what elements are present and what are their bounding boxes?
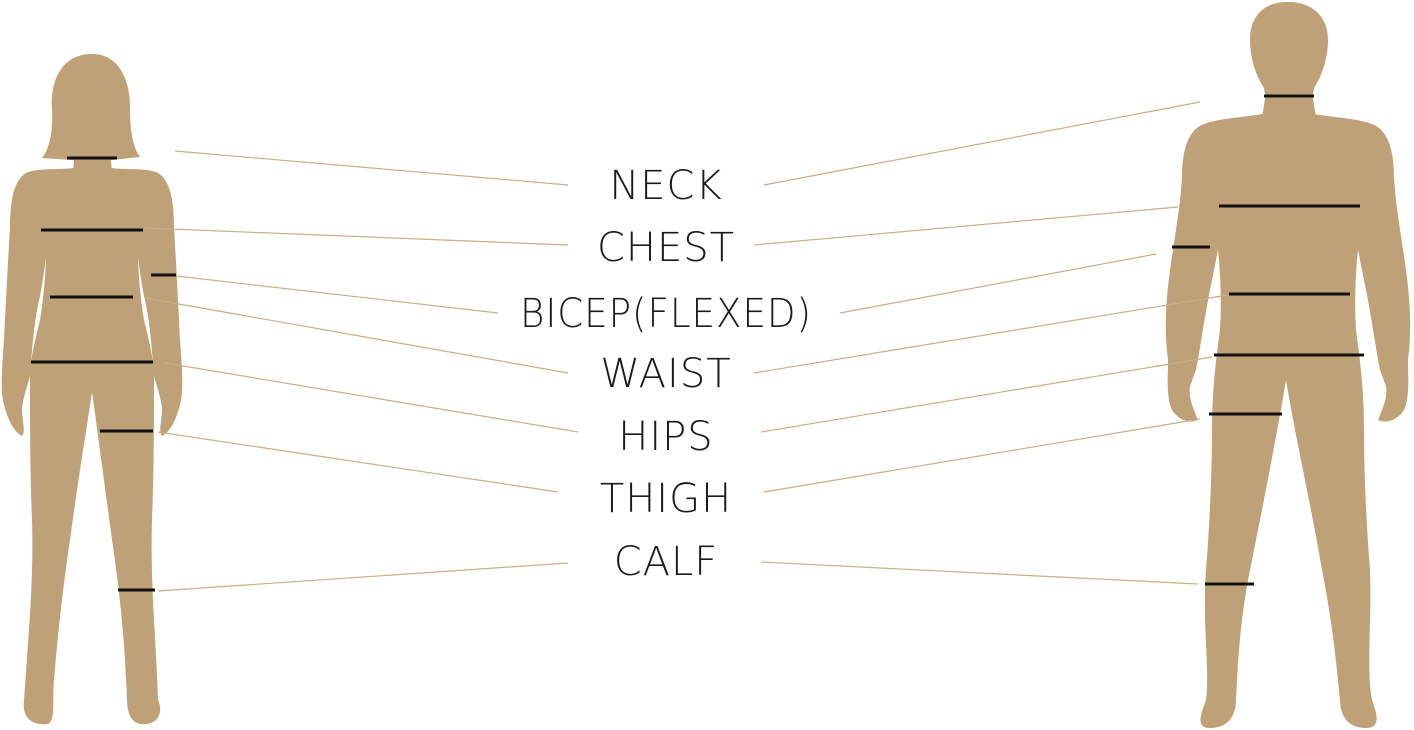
female-neck xyxy=(73,150,112,172)
leader-calf-right xyxy=(760,561,1199,585)
female-head xyxy=(42,54,140,160)
male-measure-marks xyxy=(1172,94,1364,586)
leader-lines xyxy=(144,101,1229,592)
label-waist: WAIST xyxy=(600,351,731,397)
leader-thigh-left xyxy=(157,431,559,493)
leader-waist-right xyxy=(753,294,1229,374)
label-bicep: BICEP(FLEXED) xyxy=(520,291,812,337)
leader-hips-right xyxy=(760,356,1213,433)
label-chest: CHEST xyxy=(597,225,735,271)
label-thigh: THIGH xyxy=(600,476,732,522)
male-figure xyxy=(1165,2,1411,728)
leader-hips-left xyxy=(164,362,579,433)
leader-bicep-left xyxy=(175,275,499,314)
leader-neck-right xyxy=(763,101,1201,186)
measurement-labels: NECK CHEST BICEP(FLEXED) WAIST HIPS THIG… xyxy=(520,163,812,585)
label-neck: NECK xyxy=(609,163,722,209)
leader-calf-left xyxy=(157,562,569,592)
female-figure xyxy=(1,54,183,725)
female-measure-marks xyxy=(31,156,176,592)
leader-thigh-right xyxy=(763,418,1201,493)
label-hips: HIPS xyxy=(618,414,713,460)
female-torso xyxy=(1,168,183,725)
leader-waist-left xyxy=(144,297,569,374)
leader-bicep-right xyxy=(839,253,1157,314)
leader-neck-left xyxy=(174,150,569,186)
male-head xyxy=(1250,2,1328,100)
leader-chest-right xyxy=(753,206,1179,246)
leader-chest-left xyxy=(144,227,569,246)
label-calf: CALF xyxy=(614,539,719,585)
male-torso xyxy=(1165,114,1411,728)
male-neck xyxy=(1262,92,1316,118)
